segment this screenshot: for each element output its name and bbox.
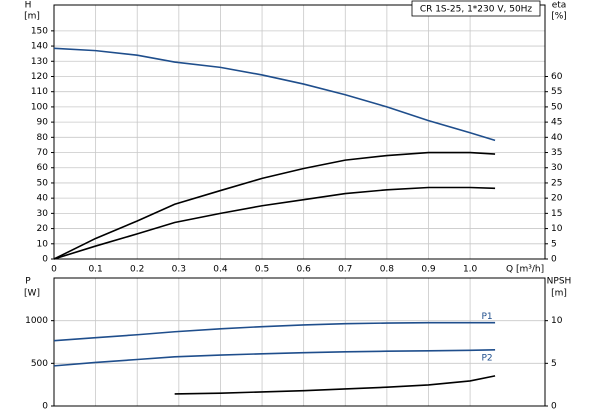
curve — [53, 47, 496, 142]
y-tick-label: 20 — [37, 224, 49, 234]
y-axis-label: H — [25, 1, 32, 11]
x-tick-label: 0.5 — [255, 265, 269, 275]
curve-label: P2 — [481, 353, 492, 363]
y2-tick-label: 5 — [551, 239, 557, 249]
y-tick-label: 40 — [37, 194, 49, 204]
y2-axis-unit: [%] — [551, 12, 567, 22]
y-tick-label: 500 — [31, 359, 48, 369]
y-tick-label: 120 — [31, 72, 48, 82]
y2-tick-label: 0 — [551, 402, 557, 412]
y-axis-unit: [m] — [24, 12, 40, 22]
y-tick-label: 130 — [31, 57, 48, 67]
y-tick-label: 60 — [37, 163, 49, 173]
x-tick-label: 0 — [51, 265, 57, 275]
plot-frame — [53, 4, 546, 260]
x-tick-label: 1.0 — [463, 265, 478, 275]
y-tick-label: 1000 — [25, 316, 48, 326]
y2-tick-label: 10 — [551, 224, 563, 234]
y2-tick-label: 50 — [551, 102, 563, 112]
curve — [53, 186, 496, 260]
y-tick-label: 10 — [37, 239, 49, 249]
y2-axis-unit: [m] — [551, 289, 567, 299]
y2-tick-label: 20 — [551, 194, 563, 204]
x-tick-label: 0.7 — [338, 265, 352, 275]
curve — [53, 151, 496, 260]
y-tick-label: 140 — [31, 42, 48, 52]
y2-tick-label: 30 — [551, 163, 563, 173]
y-tick-label: 150 — [31, 26, 48, 36]
x-tick-label: 0.1 — [88, 265, 102, 275]
curve-label: P1 — [481, 312, 492, 322]
y2-tick-label: 35 — [551, 148, 562, 158]
x-tick-label: 0.6 — [296, 265, 311, 275]
x-tick-label: 0.9 — [421, 265, 436, 275]
plot-frame — [53, 277, 546, 407]
x-axis-label: Q [m³/h] — [506, 265, 544, 275]
x-tick-label: 0.2 — [130, 265, 144, 275]
chart-title: CR 1S-25, 1*230 V, 50Hz — [420, 5, 533, 15]
y2-tick-label: 45 — [551, 118, 562, 128]
y-tick-label: 70 — [37, 148, 49, 158]
y-axis-label: P — [25, 277, 31, 287]
y-tick-label: 30 — [37, 209, 49, 219]
curve — [53, 348, 496, 367]
y2-tick-label: 10 — [551, 316, 563, 326]
y-tick-label: 80 — [37, 133, 49, 143]
y2-tick-label: 40 — [551, 133, 563, 143]
curve — [53, 321, 496, 342]
y-tick-label: 90 — [37, 118, 49, 128]
y-tick-label: 100 — [31, 102, 48, 112]
x-tick-label: 0.3 — [172, 265, 186, 275]
y-tick-label: 50 — [37, 178, 49, 188]
x-tick-label: 0.4 — [213, 265, 228, 275]
y2-tick-label: 5 — [551, 359, 557, 369]
x-tick-label: 0.8 — [380, 265, 395, 275]
y2-tick-label: 60 — [551, 72, 563, 82]
y-tick-label: 0 — [42, 255, 48, 265]
y2-axis-label: eta — [552, 1, 567, 11]
y-axis-unit: [W] — [24, 289, 40, 299]
y2-tick-label: 25 — [551, 178, 562, 188]
y-tick-label: 110 — [31, 87, 48, 97]
y-tick-label: 0 — [42, 402, 48, 412]
y2-tick-label: 15 — [551, 209, 562, 219]
curve — [174, 375, 496, 395]
y2-tick-label: 55 — [551, 87, 562, 97]
y2-axis-label: NPSH — [547, 277, 572, 287]
y2-tick-label: 0 — [551, 255, 557, 265]
title-box — [411, 0, 541, 17]
